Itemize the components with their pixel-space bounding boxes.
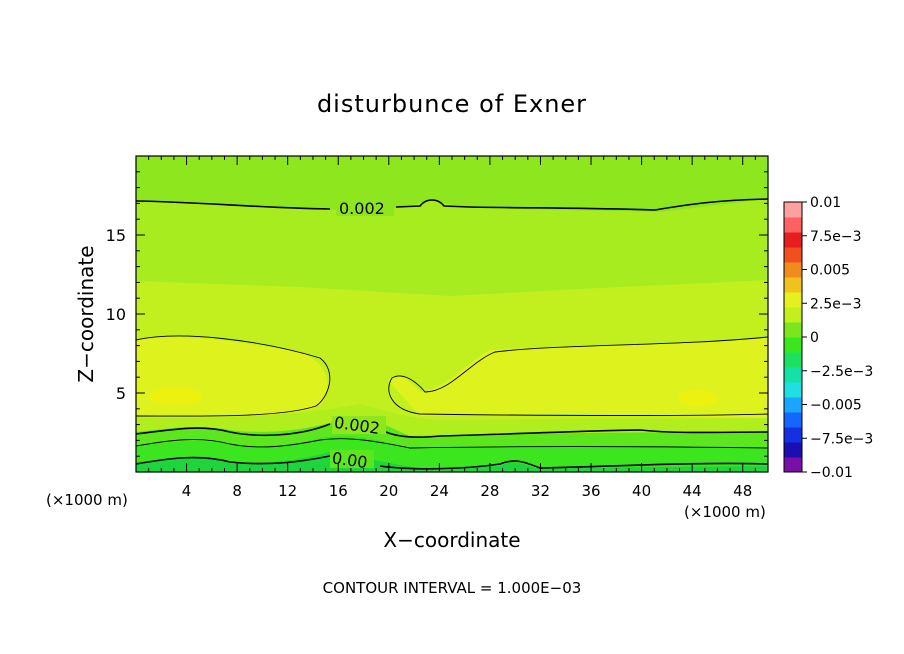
- colorbar-segment: [784, 307, 802, 323]
- colorbar-segment: [784, 322, 802, 338]
- colorbar-label: 0.005: [810, 263, 850, 279]
- x-tick-label: 4: [182, 482, 192, 500]
- colorbar-segment: [784, 352, 802, 368]
- colorbar-segment: [784, 232, 802, 248]
- x-tick-label: 20: [379, 482, 398, 500]
- colorbar-segment: [784, 217, 802, 233]
- colorbar-label: 0.01: [810, 195, 841, 211]
- x-tick-label: 24: [430, 482, 449, 500]
- contour-label-bg-upper: [336, 198, 394, 216]
- peak-right: [678, 390, 718, 406]
- contour-line-upper-thin: [136, 335, 331, 417]
- contour-line-lower-thick: [136, 423, 768, 438]
- contour-label-upper: 0.002: [339, 199, 385, 218]
- y-axis-label: Z−coordinate: [74, 245, 98, 382]
- y-tick-label: 5: [116, 384, 126, 403]
- chart-title: disturbunce of Exner: [317, 90, 587, 118]
- colorbar: 0.01 7.5e−3 0.005 2.5e−3 0 −2.5e−3 −0.005 −7.5e…: [783, 195, 873, 481]
- colorbar-label: −2.5e−3: [810, 364, 873, 380]
- x-tick-label: 16: [329, 482, 348, 500]
- colorbar-segment: [784, 442, 802, 458]
- contour-field: [136, 156, 768, 472]
- x-tick-label: 44: [683, 482, 702, 500]
- colorbar-segment: [784, 397, 802, 413]
- colorbar-segment: [784, 247, 802, 263]
- colorbar-segment: [784, 427, 802, 443]
- contour-line-upper: [136, 198, 768, 211]
- colorbar-label: −7.5e−3: [810, 431, 873, 447]
- contour-line-lower-thin: [136, 438, 768, 449]
- x-tick-label: 36: [581, 482, 600, 500]
- colorbar-segment: [784, 337, 802, 353]
- colorbar-label: 0: [810, 330, 819, 346]
- x-tick-label: 48: [733, 482, 752, 500]
- contour-interval-footer: CONTOUR INTERVAL = 1.000E−03: [323, 579, 582, 597]
- x-unit-left: (×1000 m): [46, 491, 128, 509]
- band-bottom-dark: [136, 452, 768, 472]
- y-tick-label: 15: [106, 226, 126, 245]
- peak-left: [150, 387, 202, 405]
- contour-line-right-thin: [388, 336, 768, 416]
- contour-label-bg-lower: [332, 416, 386, 434]
- colorbar-label: −0.01: [810, 465, 853, 481]
- x-tick-label: 12: [278, 482, 297, 500]
- colorbar-segment: [784, 382, 802, 398]
- colorbar-label: 2.5e−3: [810, 296, 862, 312]
- contour-label-bottom: 0.00: [331, 448, 369, 472]
- colorbar-segment: [784, 262, 802, 278]
- contour-line-bottom-thick: [136, 455, 768, 470]
- colorbar-segment: [784, 292, 802, 308]
- colorbar-label: −0.005: [810, 398, 862, 414]
- colorbar-label: 7.5e−3: [810, 229, 862, 245]
- x-tick-label: 28: [480, 482, 499, 500]
- x-tick-label: 8: [232, 482, 242, 500]
- colorbar-segment: [784, 202, 802, 218]
- x-unit-right: (×1000 m): [684, 503, 766, 521]
- colorbar-segment: [784, 277, 802, 293]
- colorbar-segment: [784, 412, 802, 428]
- x-tick-label: 32: [531, 482, 550, 500]
- contour-label-bg-bottom: [330, 450, 374, 468]
- y-tick-label: 10: [106, 305, 126, 324]
- x-tick-label: 40: [632, 482, 651, 500]
- colorbar-segment: [784, 457, 802, 473]
- x-axis-label: X−coordinate: [383, 528, 520, 552]
- band-yellow-right: [388, 337, 768, 418]
- colorbar-segment: [784, 367, 802, 383]
